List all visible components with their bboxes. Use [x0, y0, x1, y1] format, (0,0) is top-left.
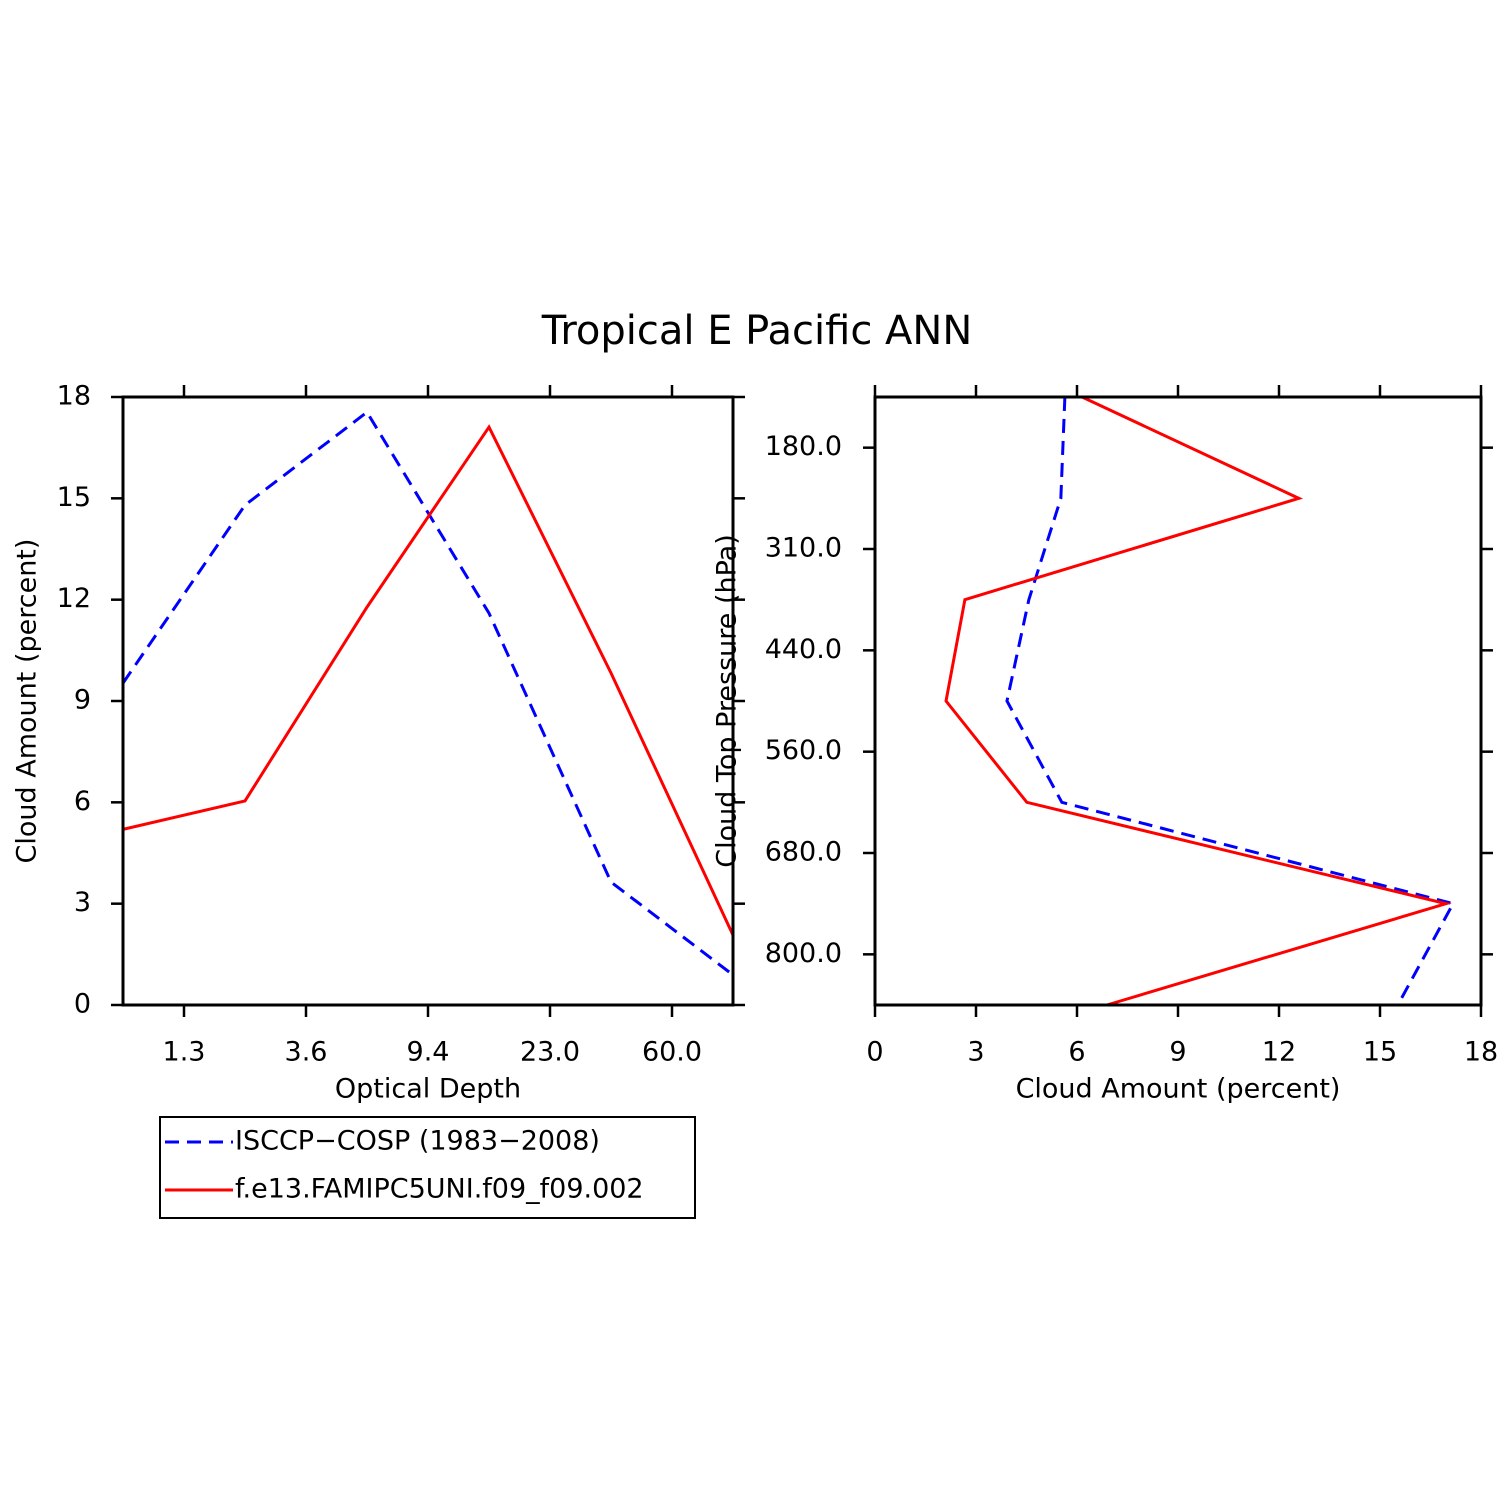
y-tick-label: 680.0 — [765, 837, 842, 868]
x-tick-label: 23.0 — [520, 1037, 580, 1068]
y-tick-label: 180.0 — [765, 431, 842, 462]
plot-frame — [121, 395, 735, 1007]
y-axis-label: Cloud Amount (percent) — [12, 539, 43, 864]
y-tick-label: 18 — [57, 381, 91, 412]
x-tick-label: 6 — [1068, 1037, 1085, 1068]
y-tick-label: 440.0 — [765, 634, 842, 665]
x-tick-label: 60.0 — [642, 1037, 702, 1068]
y-tick-label: 6 — [74, 786, 91, 817]
x-tick-label: 9 — [1169, 1037, 1186, 1068]
plot-frame — [873, 395, 1483, 1007]
series-line — [1005, 396, 1456, 1006]
y-tick-label: 0 — [74, 989, 91, 1020]
x-tick-label: 18 — [1464, 1037, 1498, 1068]
series-line — [944, 395, 1452, 1007]
y-tick-label: 560.0 — [765, 735, 842, 766]
y-tick-label: 12 — [57, 583, 91, 614]
x-tick-label: 3.6 — [285, 1037, 328, 1068]
chart-title: Tropical E Pacific ANN — [541, 308, 972, 354]
x-axis-label: Optical Depth — [335, 1074, 521, 1105]
y-tick-label: 3 — [74, 887, 91, 918]
x-tick-label: 12 — [1262, 1037, 1296, 1068]
x-tick-label: 9.4 — [407, 1037, 450, 1068]
y-axis-label: Cloud Top Pressure (hPa) — [712, 534, 743, 868]
x-tick-label: 1.3 — [163, 1037, 206, 1068]
series-line — [122, 424, 735, 936]
y-tick-label: 310.0 — [765, 533, 842, 564]
x-tick-label: 15 — [1363, 1037, 1397, 1068]
series-line — [121, 409, 734, 977]
y-tick-label: 9 — [74, 685, 91, 716]
legend-box — [159, 1116, 696, 1219]
y-tick-label: 15 — [57, 482, 91, 513]
x-tick-label: 0 — [866, 1037, 883, 1068]
x-tick-label: 3 — [967, 1037, 984, 1068]
y-tick-label: 800.0 — [765, 938, 842, 969]
legend-label: f.e13.FAMIPC5UNI.f09_f09.002 — [235, 1174, 644, 1205]
legend-label: ISCCP−COSP (1983−2008) — [235, 1126, 600, 1157]
x-axis-label: Cloud Amount (percent) — [1016, 1074, 1341, 1105]
